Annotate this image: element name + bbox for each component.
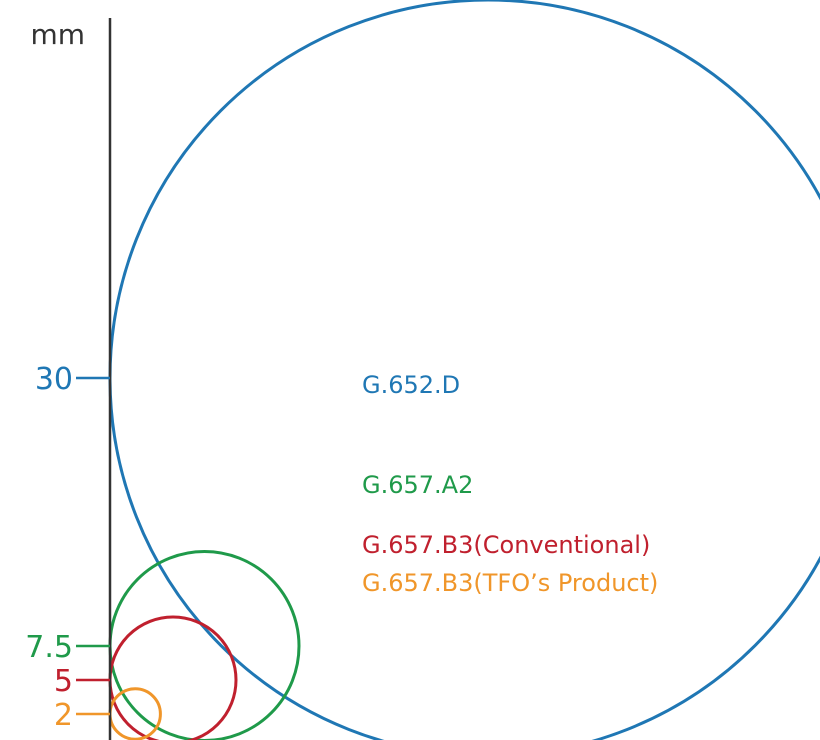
legend-label-g657a2: G.657.A2	[362, 471, 473, 499]
ticks-group: 30 7.5 5 2	[25, 362, 110, 733]
circle-g657b3-conventional	[108, 615, 238, 740]
legend-label-g657b3-conventional: G.657.B3(Conventional)	[362, 531, 650, 559]
tick-label-5: 5	[54, 664, 73, 699]
circles-group	[108, 0, 820, 740]
axis-unit-label: mm	[30, 18, 85, 51]
legend-group: G.652.D G.657.A2 G.657.B3(Conventional) …	[362, 371, 658, 597]
legend-label-g652d: G.652.D	[362, 371, 460, 399]
circle-g652d	[108, 0, 820, 740]
tick-label-2: 2	[54, 698, 73, 733]
circle-g657a2	[108, 550, 301, 740]
tick-label-30: 30	[35, 362, 73, 397]
legend-label-g657b3-tfo: G.657.B3(TFO’s Product)	[362, 569, 658, 597]
tick-label-7-5: 7.5	[25, 630, 73, 665]
